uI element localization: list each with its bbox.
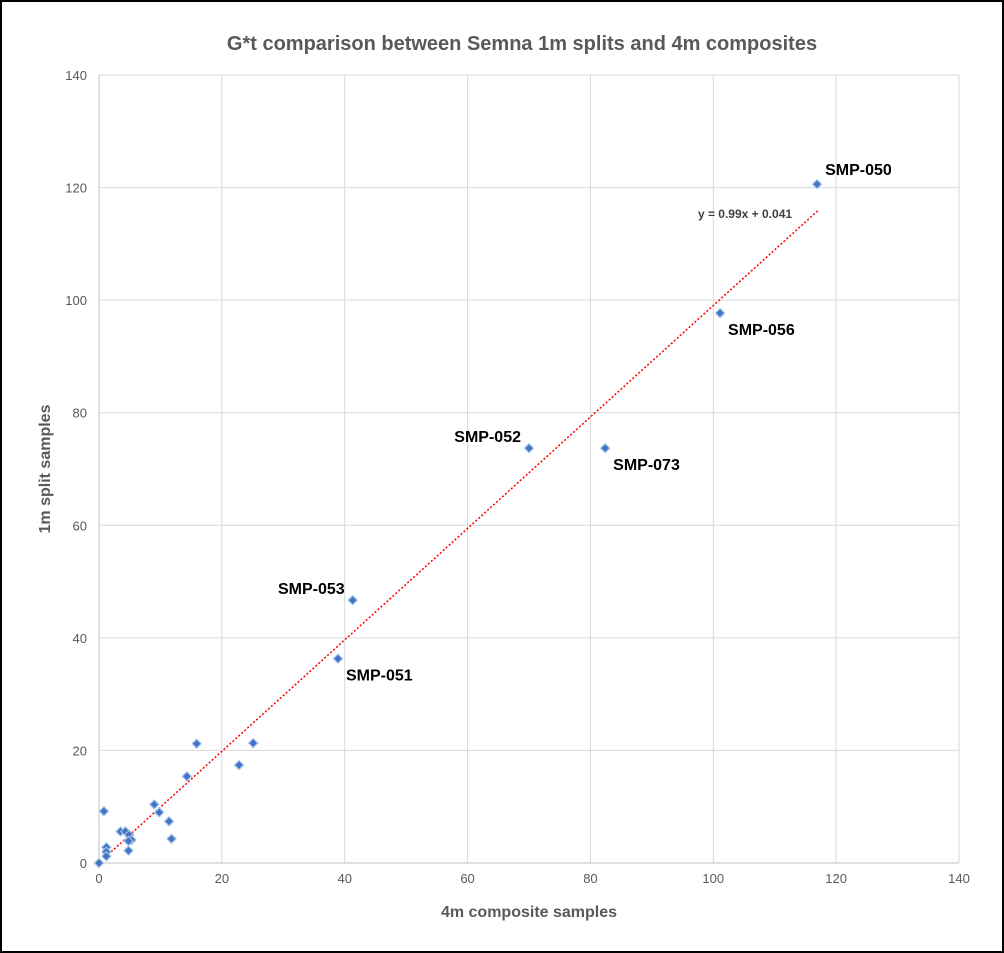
x-tick-label: 20	[215, 871, 229, 886]
y-axis-label: 1m split samples	[37, 404, 54, 533]
x-tick-label: 120	[825, 871, 847, 886]
data-point	[332, 653, 344, 665]
trendline-equation: y = 0.99x + 0.041	[698, 207, 792, 221]
y-tick-label: 80	[73, 406, 87, 421]
y-tick-label: 20	[73, 743, 87, 758]
point-label: SMP-050	[825, 162, 892, 179]
data-point	[523, 442, 535, 454]
point-label: SMP-073	[613, 457, 680, 474]
data-point	[347, 594, 359, 606]
x-tick-label: 0	[95, 871, 102, 886]
x-tick-label: 40	[337, 871, 351, 886]
y-tick-label: 140	[65, 68, 87, 83]
point-label: SMP-051	[346, 668, 413, 685]
data-point	[101, 850, 112, 862]
data-point	[714, 307, 726, 319]
trendline-group	[104, 210, 819, 858]
gridlines	[98, 74, 960, 864]
x-tick-label: 140	[948, 871, 970, 886]
x-axis-label: 4m composite samples	[441, 904, 617, 921]
data-point	[148, 799, 160, 810]
tick-labels: 0 20 40 60 80 100 120 140 0 20 40 60 80 100 120 140	[65, 68, 970, 886]
data-points: SMP-051 SMP-053 SMP-052 SMP-073 SMP-056 SMP-0…	[93, 162, 892, 869]
point-label: SMP-053	[278, 581, 345, 598]
y-tick-label: 40	[73, 631, 87, 646]
x-tick-label: 80	[583, 871, 597, 886]
x-tick-label: 100	[702, 871, 724, 886]
data-point	[599, 442, 611, 454]
data-point	[93, 857, 105, 869]
data-point	[166, 833, 177, 845]
data-point	[153, 806, 165, 818]
data-point	[191, 738, 203, 750]
y-tick-label: 60	[73, 518, 87, 533]
data-point	[233, 759, 245, 771]
point-label: SMP-052	[454, 429, 521, 446]
x-tick-label: 60	[460, 871, 474, 886]
y-tick-label: 0	[80, 856, 87, 871]
point-label: SMP-056	[728, 322, 795, 339]
data-point	[98, 805, 110, 817]
data-point	[811, 178, 823, 190]
data-point	[247, 737, 259, 749]
data-point	[163, 816, 175, 827]
data-point	[181, 770, 193, 782]
y-tick-label: 120	[65, 181, 87, 196]
y-tick-label: 100	[65, 293, 87, 308]
trendline	[104, 210, 819, 858]
chart-title: G*t comparison between Semna 1m splits a…	[227, 33, 817, 55]
data-point	[123, 845, 134, 856]
